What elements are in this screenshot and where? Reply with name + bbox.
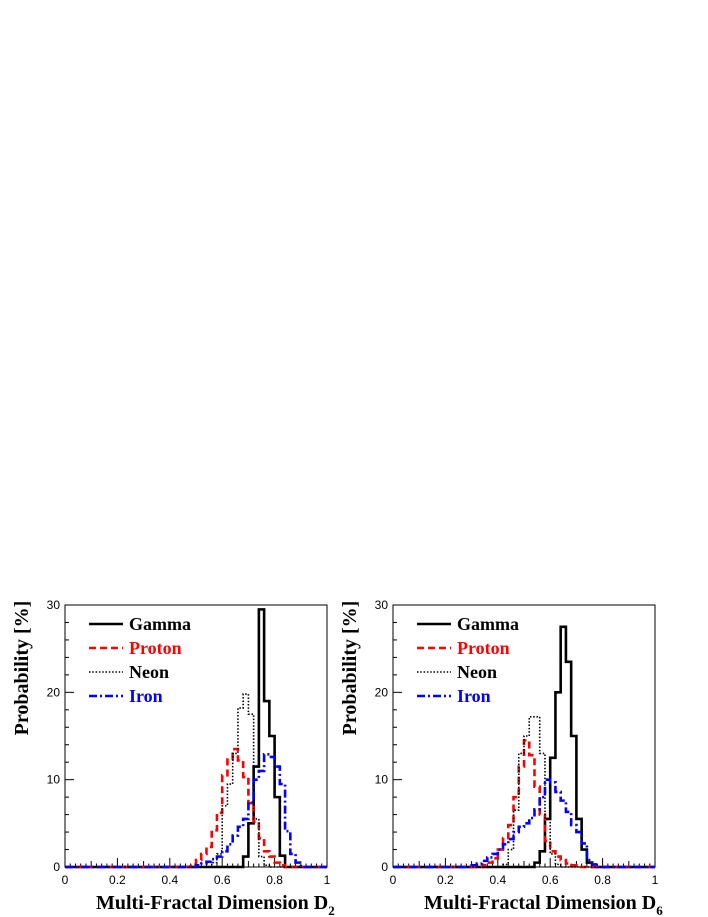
series-proton (393, 739, 655, 869)
legend-label-neon: Neon (129, 662, 169, 682)
legend-label-gamma: Gamma (457, 614, 519, 634)
x-tick-label: 1 (652, 873, 659, 887)
series-neon (65, 693, 327, 868)
series-neon (393, 715, 655, 868)
y-tick-label: 0 (381, 860, 388, 874)
x-tick-label: 0 (390, 873, 397, 887)
x-tick-label: 0.6 (542, 873, 559, 887)
x-axis-label: Multi-Fractal Dimension D6 (424, 892, 663, 917)
y-tick-label: 30 (47, 598, 61, 612)
series-iron (65, 753, 327, 869)
x-tick-label: 0.4 (489, 873, 506, 887)
series-iron (393, 778, 655, 869)
x-tick-label: 1 (324, 873, 331, 887)
x-tick-label: 0.4 (161, 873, 178, 887)
y-tick-label: 20 (375, 685, 389, 699)
x-tick-label: 0.8 (594, 873, 611, 887)
x-tick-label: 0.6 (214, 873, 231, 887)
y-axis-label: Probability [%] (339, 601, 361, 736)
legend-label-iron: Iron (457, 686, 491, 706)
legend-label-proton: Proton (129, 638, 182, 658)
y-tick-label: 10 (375, 773, 389, 787)
y-tick-label: 10 (47, 773, 61, 787)
legend-label-proton: Proton (457, 638, 510, 658)
legend-label-gamma: Gamma (129, 614, 191, 634)
x-tick-label: 0 (62, 873, 69, 887)
panel-left: Probability [%] Multi-Fractal Dimension … (11, 598, 335, 917)
x-tick-label: 0.8 (266, 873, 283, 887)
x-axis-label: Multi-Fractal Dimension D2 (96, 892, 335, 917)
legend-label-iron: Iron (129, 686, 163, 706)
series-gamma (65, 608, 327, 869)
legend-label-neon: Neon (457, 662, 497, 682)
y-tick-label: 20 (47, 685, 61, 699)
panel-right: Probability [%] Multi-Fractal Dimension … (339, 598, 663, 917)
x-tick-label: 0.2 (437, 873, 454, 887)
y-tick-label: 0 (53, 860, 60, 874)
x-tick-label: 0.2 (109, 873, 126, 887)
y-tick-label: 30 (375, 598, 389, 612)
series-gamma (393, 625, 655, 869)
y-axis-label: Probability [%] (11, 601, 33, 736)
series-proton (65, 747, 327, 869)
